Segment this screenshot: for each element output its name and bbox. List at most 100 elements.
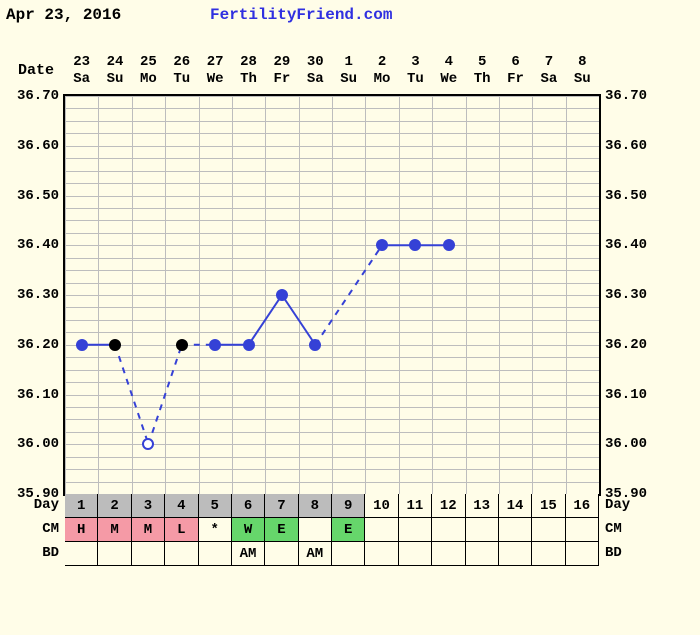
day-cell: 10 <box>365 494 398 518</box>
temp-point[interactable] <box>209 339 221 351</box>
temp-point[interactable] <box>109 339 121 351</box>
col-header: 6Fr <box>499 54 532 88</box>
cm-cell <box>532 518 565 542</box>
bd-cell <box>132 542 165 566</box>
bd-cell <box>399 542 432 566</box>
col-header: 3Tu <box>399 54 432 88</box>
temp-point[interactable] <box>142 438 154 450</box>
day-cell: 3 <box>132 494 165 518</box>
ytick-right: 36.70 <box>605 88 660 104</box>
cm-cell <box>365 518 398 542</box>
cm-cell <box>432 518 465 542</box>
bd-cell <box>466 542 499 566</box>
col-header: 28Th <box>232 54 265 88</box>
bd-cell <box>365 542 398 566</box>
ytick-right: 36.00 <box>605 436 660 452</box>
cm-cell: * <box>199 518 232 542</box>
day-cell: 13 <box>466 494 499 518</box>
day-cell: 6 <box>232 494 265 518</box>
cm-cell <box>566 518 599 542</box>
bd-cell <box>432 542 465 566</box>
bd-cell <box>566 542 599 566</box>
cm-cell: M <box>132 518 165 542</box>
col-header: 7Sa <box>532 54 565 88</box>
row-label: Day <box>4 497 59 513</box>
row-label: CM <box>605 521 660 537</box>
ytick-left: 36.10 <box>4 387 59 403</box>
ytick-left: 36.50 <box>4 188 59 204</box>
cm-cell: M <box>98 518 131 542</box>
day-cell: 16 <box>566 494 599 518</box>
temp-point[interactable] <box>276 289 288 301</box>
ytick-right: 36.20 <box>605 337 660 353</box>
col-header: 4We <box>432 54 465 88</box>
col-header: 1Su <box>332 54 365 88</box>
day-cell: 4 <box>165 494 198 518</box>
cm-cell <box>299 518 332 542</box>
bbt-chart-area <box>65 96 599 494</box>
row-label: BD <box>605 545 660 561</box>
ytick-left: 36.60 <box>4 138 59 154</box>
col-header: 5Th <box>466 54 499 88</box>
col-header: 26Tu <box>165 54 198 88</box>
temp-point[interactable] <box>376 239 388 251</box>
bd-cell <box>499 542 532 566</box>
day-cell: 8 <box>299 494 332 518</box>
bd-cell <box>98 542 131 566</box>
cm-cell: E <box>332 518 365 542</box>
col-header: 29Fr <box>265 54 298 88</box>
temp-point[interactable] <box>309 339 321 351</box>
bd-cell <box>332 542 365 566</box>
bd-cell <box>265 542 298 566</box>
col-header: 8Su <box>566 54 599 88</box>
bd-cell: AM <box>299 542 332 566</box>
ytick-left: 36.20 <box>4 337 59 353</box>
bd-cell <box>165 542 198 566</box>
day-cell: 12 <box>432 494 465 518</box>
temp-point[interactable] <box>443 239 455 251</box>
header-site-link[interactable]: FertilityFriend.com <box>210 6 392 24</box>
col-header: 24Su <box>98 54 131 88</box>
bd-cell: AM <box>232 542 265 566</box>
day-cell: 2 <box>98 494 131 518</box>
day-cell: 11 <box>399 494 432 518</box>
ytick-right: 36.60 <box>605 138 660 154</box>
day-cell: 5 <box>199 494 232 518</box>
cm-cell: H <box>65 518 98 542</box>
bd-cell <box>199 542 232 566</box>
row-label: BD <box>4 545 59 561</box>
col-header: 27We <box>199 54 232 88</box>
temp-point[interactable] <box>409 239 421 251</box>
ytick-right: 36.10 <box>605 387 660 403</box>
cm-cell <box>399 518 432 542</box>
day-cell: 15 <box>532 494 565 518</box>
col-header: 25Mo <box>132 54 165 88</box>
bd-cell <box>65 542 98 566</box>
bd-cell <box>532 542 565 566</box>
day-cell: 7 <box>265 494 298 518</box>
temp-point[interactable] <box>243 339 255 351</box>
row-label: Day <box>605 497 660 513</box>
col-header: 23Sa <box>65 54 98 88</box>
ytick-left: 36.70 <box>4 88 59 104</box>
col-header: 30Sa <box>299 54 332 88</box>
date-label: Date <box>18 62 54 79</box>
cm-cell <box>466 518 499 542</box>
day-cell: 9 <box>332 494 365 518</box>
cm-cell <box>499 518 532 542</box>
temp-point[interactable] <box>76 339 88 351</box>
ytick-left: 36.30 <box>4 287 59 303</box>
cm-cell: E <box>265 518 298 542</box>
ytick-right: 36.40 <box>605 237 660 253</box>
ytick-left: 36.00 <box>4 436 59 452</box>
ytick-right: 36.30 <box>605 287 660 303</box>
day-cell: 1 <box>65 494 98 518</box>
day-cell: 14 <box>499 494 532 518</box>
temp-point[interactable] <box>176 339 188 351</box>
ytick-left: 36.40 <box>4 237 59 253</box>
col-header: 2Mo <box>365 54 398 88</box>
header-date: Apr 23, 2016 <box>6 6 121 24</box>
cm-cell: L <box>165 518 198 542</box>
fertility-chart: Apr 23, 2016 FertilityFriend.com Date 23… <box>0 0 700 635</box>
row-label: CM <box>4 521 59 537</box>
